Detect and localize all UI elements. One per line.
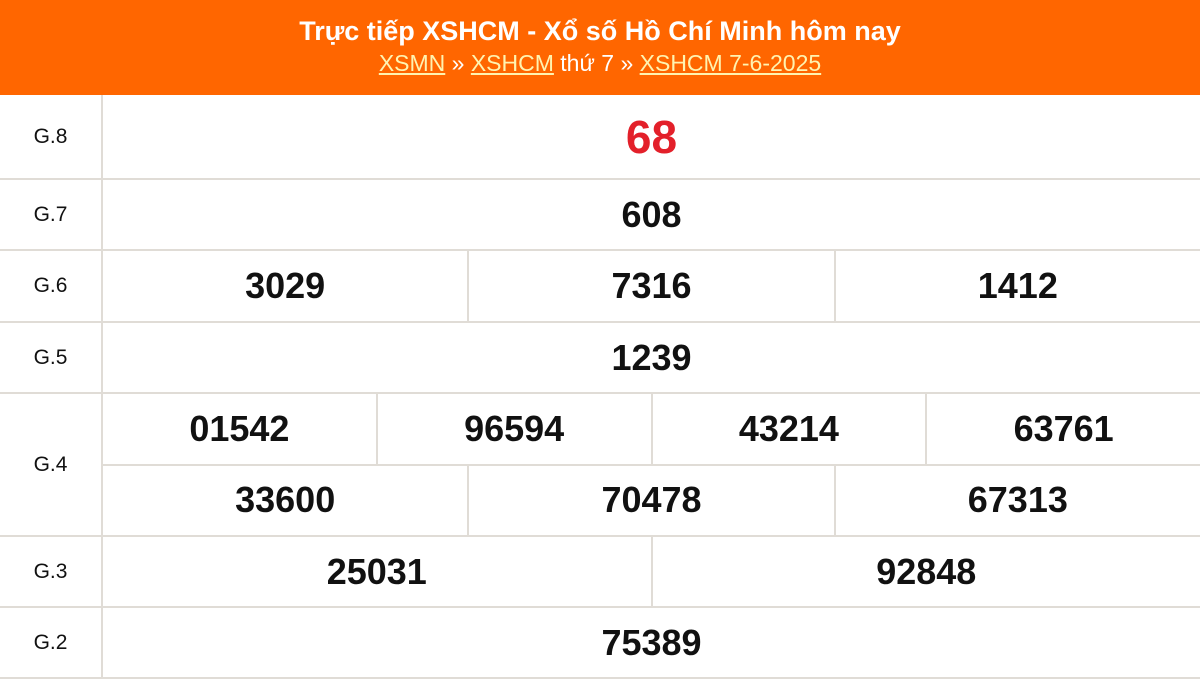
breadcrumb-separator: » bbox=[445, 50, 471, 76]
breadcrumb-text: thứ 7 bbox=[554, 50, 614, 76]
prize-label: G.5 bbox=[0, 323, 103, 392]
prize-number: 92848 bbox=[651, 537, 1200, 606]
prize-number: 63761 bbox=[925, 394, 1200, 464]
prize-number: 33600 bbox=[103, 466, 467, 536]
prize-number: 70478 bbox=[467, 466, 833, 536]
prize-number: 68 bbox=[103, 95, 1200, 178]
prize-number: 75389 bbox=[103, 608, 1200, 677]
breadcrumb: XSMN » XSHCM thứ 7 » XSHCM 7-6-2025 bbox=[0, 48, 1200, 78]
prize-number: 67313 bbox=[834, 466, 1200, 536]
page-title: Trực tiếp XSHCM - Xổ số Hồ Chí Minh hôm … bbox=[0, 14, 1200, 48]
prize-number: 1412 bbox=[834, 251, 1200, 321]
prize-label: G.8 bbox=[0, 95, 103, 178]
prize-number: 1239 bbox=[103, 323, 1200, 392]
prize-label: G.7 bbox=[0, 180, 103, 249]
prize-number: 25031 bbox=[103, 537, 651, 606]
prize-subrow: 75389 bbox=[103, 608, 1200, 677]
prize-values: 608 bbox=[103, 180, 1200, 249]
prize-label: G.3 bbox=[0, 537, 103, 606]
breadcrumb-xsmn-link[interactable]: XSMN bbox=[379, 50, 445, 76]
prize-number: 7316 bbox=[467, 251, 833, 321]
prize-values: 68 bbox=[103, 95, 1200, 178]
prize-number: 01542 bbox=[103, 394, 376, 464]
prize-number: 608 bbox=[103, 180, 1200, 249]
header: Trực tiếp XSHCM - Xổ số Hồ Chí Minh hôm … bbox=[0, 0, 1200, 95]
prize-values: 1239 bbox=[103, 323, 1200, 392]
prize-number: 96594 bbox=[376, 394, 651, 464]
prize-number: 43214 bbox=[651, 394, 926, 464]
prize-subrow: 608 bbox=[103, 180, 1200, 249]
prize-label: G.6 bbox=[0, 251, 103, 321]
prize-number: 3029 bbox=[103, 251, 467, 321]
prize-subrow: 1239 bbox=[103, 323, 1200, 392]
prize-label: G.4 bbox=[0, 394, 103, 535]
prize-label: G.2 bbox=[0, 608, 103, 677]
prize-values: 75389 bbox=[103, 608, 1200, 677]
breadcrumb-separator: » bbox=[614, 50, 640, 76]
breadcrumb-date-link[interactable]: XSHCM 7-6-2025 bbox=[640, 50, 822, 76]
prize-subrow: 68 bbox=[103, 95, 1200, 178]
breadcrumb-xshcm-link[interactable]: XSHCM bbox=[471, 50, 554, 76]
